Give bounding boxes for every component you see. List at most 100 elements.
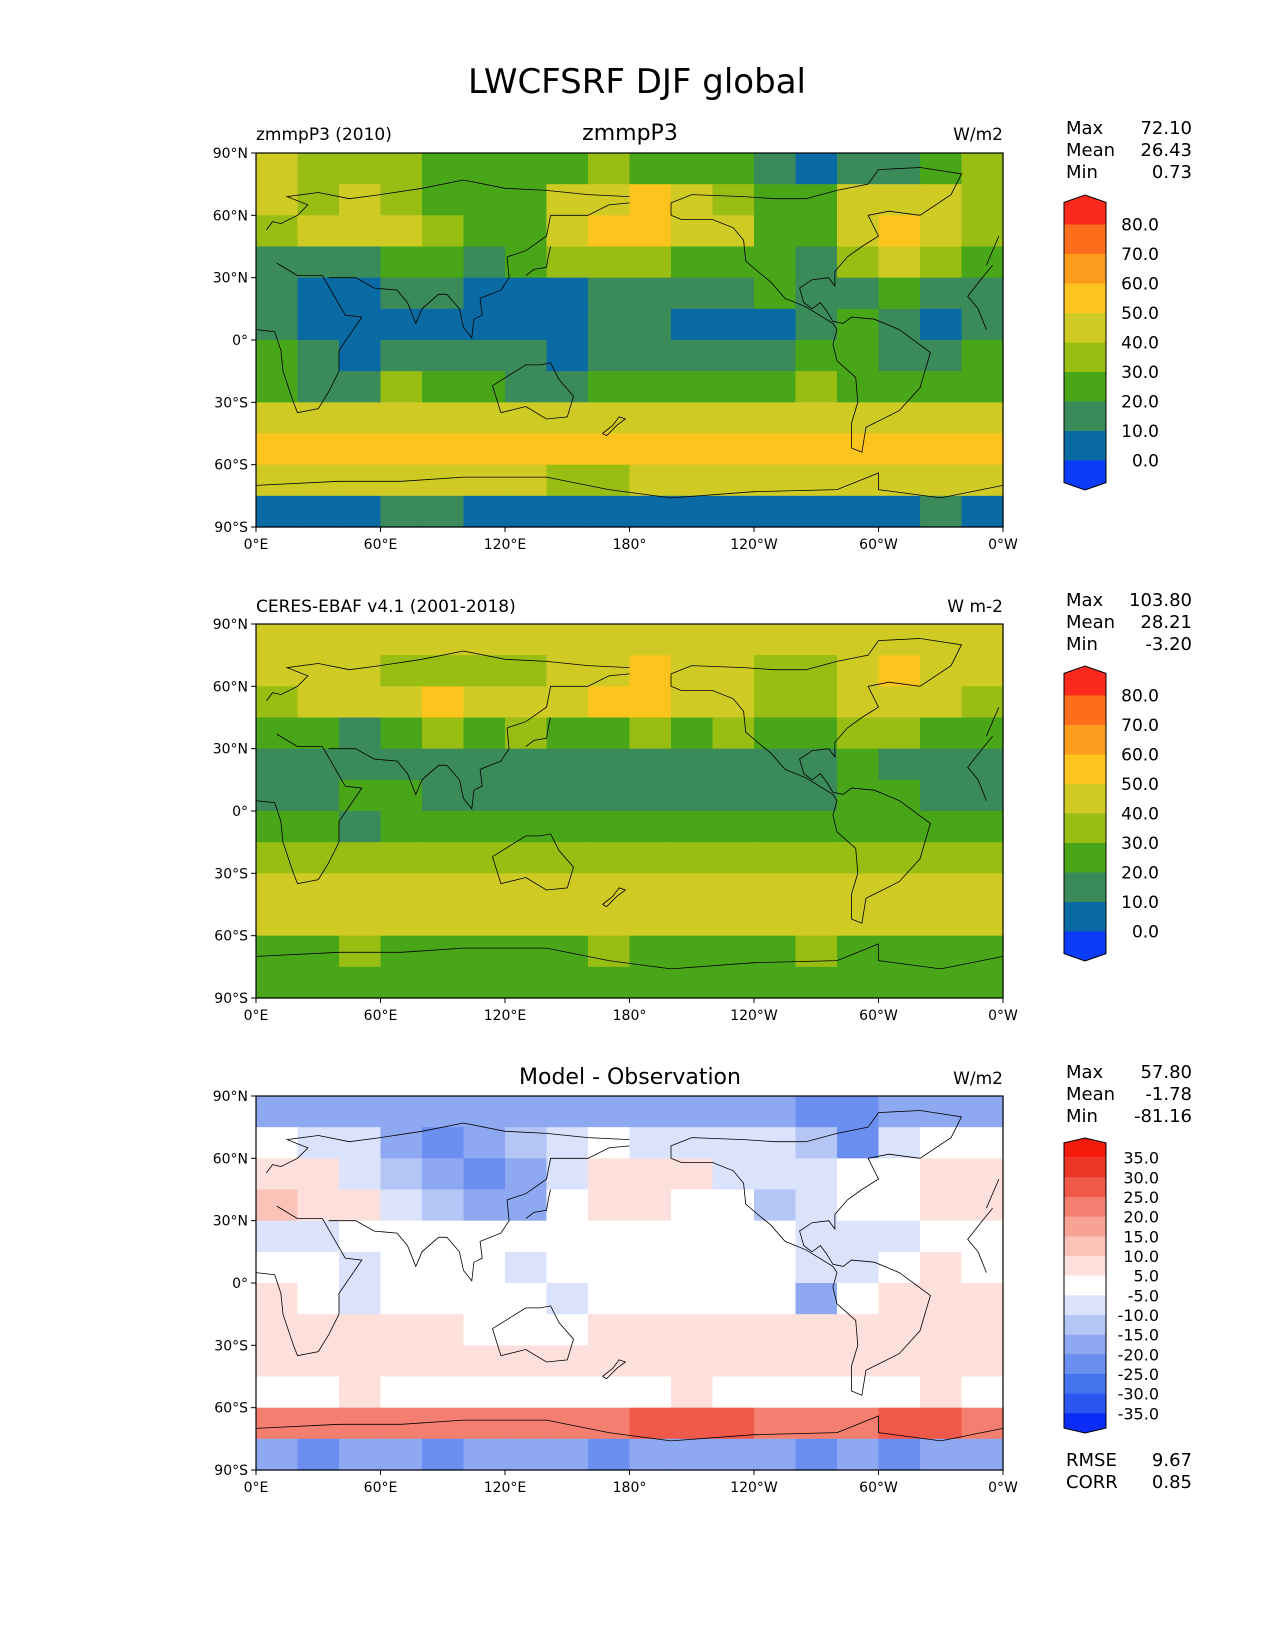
map-cell: [671, 340, 714, 372]
figure-title: LWCFSRF DJF global: [468, 62, 806, 102]
colorbar-segment: [1064, 872, 1106, 903]
map-cell: [961, 1438, 1004, 1471]
map-cell: [837, 748, 880, 781]
lat-tick-label: 60°S: [214, 929, 248, 945]
map-cell: [920, 686, 963, 719]
map-cell: [712, 748, 755, 781]
map-cell: [878, 748, 921, 781]
lat-tick-label: 0°: [232, 1276, 248, 1292]
map-cell: [795, 748, 838, 781]
map-cell: [588, 1096, 631, 1128]
map-cell: [629, 811, 672, 843]
map-cell: [671, 966, 714, 999]
map-cell: [920, 153, 963, 185]
map-cell: [339, 1438, 382, 1471]
map-cell: [546, 655, 589, 687]
map-cell: [671, 1096, 714, 1128]
map-field: [256, 153, 1004, 528]
map-cell: [629, 1189, 672, 1222]
map-cell: [837, 966, 880, 999]
map-cell: [422, 811, 465, 843]
lon-tick-label: 120°E: [484, 1480, 527, 1496]
coastline: [525, 246, 551, 276]
rmse-label: RMSE: [1066, 1450, 1117, 1471]
map-cell: [961, 1345, 1004, 1378]
map-cell: [505, 1407, 548, 1440]
colorbar-segment: [1064, 1177, 1106, 1198]
map-cell: [339, 1376, 382, 1409]
map-cell: [629, 402, 672, 435]
map-cell: [712, 1345, 755, 1378]
map-cell: [754, 717, 797, 750]
map-cell: [878, 873, 921, 906]
map-cell: [629, 1127, 672, 1159]
map-cell: [795, 277, 838, 310]
colorbar-level-label: 25.0: [1123, 1188, 1159, 1207]
stat-max-label: Max: [1066, 118, 1104, 139]
map-cell: [422, 1407, 465, 1440]
map-cell: [795, 1220, 838, 1253]
map-cell: [422, 340, 465, 372]
map-cell: [339, 495, 382, 528]
map-cell: [878, 1314, 921, 1346]
colorbar-level-label: -35.0: [1118, 1404, 1159, 1423]
coastline: [525, 1189, 551, 1219]
lat-tick-label: 30°N: [213, 271, 248, 287]
map-cell: [546, 215, 589, 248]
map-cell: [629, 464, 672, 497]
map-cell: [961, 246, 1004, 279]
map-cell: [297, 340, 340, 372]
map-cell: [380, 153, 423, 185]
map-cell: [339, 153, 382, 185]
stat-min-label: Min: [1066, 634, 1098, 655]
map-cell: [878, 1283, 921, 1315]
map-cell: [629, 1283, 672, 1315]
map-cell: [339, 1189, 382, 1222]
coastline: [255, 262, 993, 414]
map-cell: [588, 1127, 631, 1159]
map-cell: [920, 277, 963, 310]
colorbar-level-label: -25.0: [1118, 1365, 1159, 1384]
map-cell: [339, 842, 382, 874]
map-cell: [256, 842, 299, 874]
map-cell: [463, 433, 506, 466]
map-cell: [546, 717, 589, 750]
coastline: [255, 1205, 993, 1357]
map-cell: [961, 495, 1004, 528]
map-cell: [297, 433, 340, 466]
map-cell: [920, 748, 963, 781]
map-cell: [380, 1376, 423, 1409]
lon-tick-label: 120°W: [730, 537, 778, 553]
colorbar-segment: [1064, 313, 1106, 343]
map-cell: [297, 1283, 340, 1315]
map-cell: [588, 966, 631, 999]
map-cell: [795, 1314, 838, 1346]
map-cell: [505, 371, 548, 403]
map-cell: [297, 495, 340, 528]
map-cell: [422, 842, 465, 874]
map-cell: [629, 340, 672, 372]
map-cell: [961, 1376, 1004, 1409]
map-cell: [671, 402, 714, 435]
map-cell: [629, 1438, 672, 1471]
map-cell: [712, 153, 755, 185]
map-cell: [878, 1189, 921, 1222]
map-cell: [754, 655, 797, 687]
map-cell: [795, 215, 838, 248]
map-cell: [256, 215, 299, 248]
map-cell: [297, 402, 340, 435]
lat-tick-label: 30°N: [213, 1214, 248, 1230]
map-cell: [754, 215, 797, 248]
map-cell: [920, 402, 963, 435]
map-cell: [837, 433, 880, 466]
panel-diff-title: Model - Observation: [519, 1065, 741, 1090]
map-cell: [754, 184, 797, 216]
map-cell: [297, 246, 340, 279]
colorbar-segment: [1064, 813, 1106, 844]
map-cell: [629, 748, 672, 781]
map-cell: [588, 717, 631, 750]
colorbar-segment: [1064, 1315, 1106, 1336]
map-cell: [629, 1376, 672, 1409]
map-cell: [920, 1096, 963, 1128]
map-cell: [505, 624, 548, 656]
